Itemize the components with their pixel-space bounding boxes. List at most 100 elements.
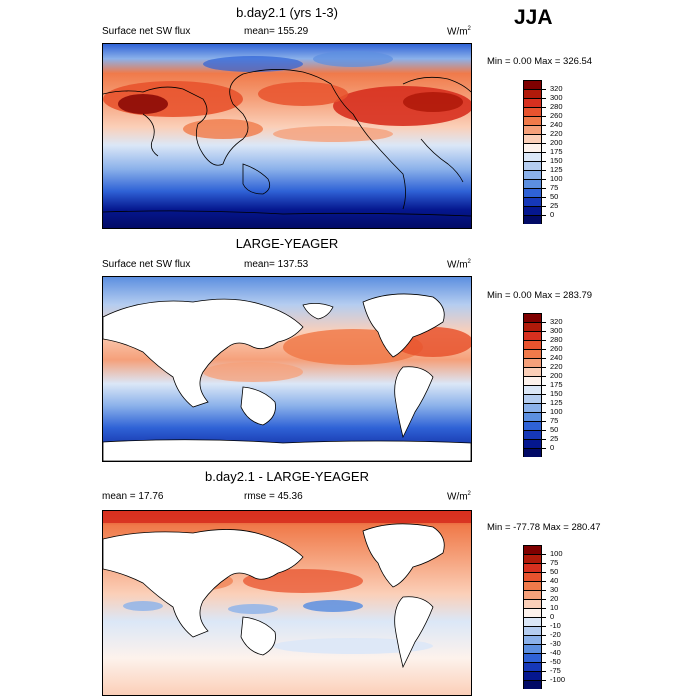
colorbar-tick-label: 240 bbox=[550, 353, 563, 362]
colorbar-swatch bbox=[523, 599, 542, 608]
panel2-colorbar: 320 300 280 260 240 220 200 175 150 125 100 75 50 25 0 bbox=[523, 313, 563, 457]
panel1-title: b.day2.1 (yrs 1-3) bbox=[236, 5, 338, 20]
colorbar-tick-label: 320 bbox=[550, 317, 563, 326]
colorbar-tick-label: 175 bbox=[550, 380, 563, 389]
colorbar-tickmark bbox=[542, 197, 546, 198]
panel1-map bbox=[102, 43, 472, 229]
colorbar-swatch bbox=[523, 626, 542, 635]
colorbar-tickmark bbox=[542, 206, 546, 207]
colorbar-swatch bbox=[523, 89, 542, 98]
colorbar-swatch bbox=[523, 340, 542, 349]
colorbar-tickmark bbox=[542, 581, 546, 582]
colorbar-tickmark bbox=[542, 590, 546, 591]
panel1-left-label: Surface net SW flux bbox=[102, 26, 191, 37]
colorbar-tickmark bbox=[542, 653, 546, 654]
colorbar-tick-label: 75 bbox=[550, 416, 559, 425]
colorbar-tickmark bbox=[542, 358, 546, 359]
colorbar-tick-label: 10 bbox=[550, 603, 559, 612]
colorbar-tick-label: 260 bbox=[550, 344, 563, 353]
colorbar-tick-label: 280 bbox=[550, 335, 563, 344]
colorbar-swatch bbox=[523, 143, 542, 152]
colorbar-tick-label: 240 bbox=[550, 120, 563, 129]
colorbar-tickmark bbox=[542, 98, 546, 99]
colorbar-tick-label: 100 bbox=[550, 549, 563, 558]
colorbar-tickmark bbox=[542, 170, 546, 171]
colorbar-swatch bbox=[523, 188, 542, 197]
colorbar-tickmark bbox=[542, 107, 546, 108]
colorbar-swatch bbox=[523, 545, 542, 554]
colorbar-tickmark bbox=[542, 412, 546, 413]
colorbar-tick-label: 260 bbox=[550, 111, 563, 120]
panel1-colorbar: 320 300 280 260 240 220 200 175 150 125 100 75 50 25 0 bbox=[523, 80, 563, 224]
colorbar-tick-label: 220 bbox=[550, 362, 563, 371]
colorbar-swatch bbox=[523, 403, 542, 412]
colorbar-swatch bbox=[523, 179, 542, 188]
colorbar-tick-label: 75 bbox=[550, 558, 559, 567]
colorbar-tickmark bbox=[542, 430, 546, 431]
colorbar-tick-label: -10 bbox=[550, 621, 561, 630]
colorbar-swatch bbox=[523, 448, 542, 457]
colorbar-swatch bbox=[523, 358, 542, 367]
colorbar-tick-label: -30 bbox=[550, 639, 561, 648]
colorbar-tick-label: 280 bbox=[550, 102, 563, 111]
colorbar-tickmark bbox=[542, 322, 546, 323]
colorbar-tick-label: 100 bbox=[550, 407, 563, 416]
colorbar-tickmark bbox=[542, 608, 546, 609]
colorbar-swatch bbox=[523, 206, 542, 215]
colorbar-tickmark bbox=[542, 421, 546, 422]
colorbar-tick-label: 125 bbox=[550, 165, 563, 174]
colorbar-tickmark bbox=[542, 349, 546, 350]
colorbar-swatch bbox=[523, 644, 542, 653]
panel2-center-label: mean= 137.53 bbox=[244, 259, 309, 270]
colorbar-swatch bbox=[523, 367, 542, 376]
colorbar-swatch bbox=[523, 313, 542, 322]
colorbar-tick-label: -20 bbox=[550, 630, 561, 639]
colorbar-tick-label: 150 bbox=[550, 389, 563, 398]
colorbar-tickmark bbox=[542, 134, 546, 135]
colorbar-swatch bbox=[523, 680, 542, 689]
season-label: JJA bbox=[514, 6, 553, 29]
colorbar-swatch bbox=[523, 635, 542, 644]
colorbar-tick-label: 200 bbox=[550, 371, 563, 380]
colorbar-tickmark bbox=[542, 617, 546, 618]
colorbar-swatch bbox=[523, 161, 542, 170]
panel2-left-label: Surface net SW flux bbox=[102, 259, 191, 270]
colorbar-swatch bbox=[523, 349, 542, 358]
panel2-field bbox=[103, 277, 471, 461]
colorbar-tickmark bbox=[542, 626, 546, 627]
panel2-title: LARGE-YEAGER bbox=[235, 236, 339, 251]
colorbar-swatch bbox=[523, 215, 542, 224]
colorbar-swatch bbox=[523, 572, 542, 581]
colorbar-swatch bbox=[523, 653, 542, 662]
panel2-map bbox=[102, 276, 472, 462]
colorbar-tickmark bbox=[542, 340, 546, 341]
colorbar-tickmark bbox=[542, 403, 546, 404]
panel2-minmax: Min = 0.00 Max = 283.79 bbox=[487, 290, 593, 301]
colorbar-swatch bbox=[523, 671, 542, 680]
colorbar-tickmark bbox=[542, 662, 546, 663]
colorbar-tick-label: -40 bbox=[550, 648, 561, 657]
colorbar-tick-label: 25 bbox=[550, 434, 559, 443]
colorbar-tick-label: -50 bbox=[550, 657, 561, 666]
colorbar-tickmark bbox=[542, 394, 546, 395]
colorbar-swatch bbox=[523, 331, 542, 340]
colorbar-tick-label: 300 bbox=[550, 93, 563, 102]
colorbar-swatch bbox=[523, 376, 542, 385]
colorbar-tick-label: 125 bbox=[550, 398, 563, 407]
colorbar-swatch bbox=[523, 554, 542, 563]
colorbar-tickmark bbox=[542, 188, 546, 189]
colorbar-tick-label: -75 bbox=[550, 666, 561, 675]
colorbar-tick-label: 25 bbox=[550, 201, 559, 210]
colorbar-tickmark bbox=[542, 161, 546, 162]
colorbar-tickmark bbox=[542, 635, 546, 636]
colorbar-tick-label: -100 bbox=[550, 675, 566, 684]
colorbar-tick-label: 75 bbox=[550, 183, 559, 192]
colorbar-tick-label: 50 bbox=[550, 425, 559, 434]
colorbar-tickmark bbox=[542, 125, 546, 126]
colorbar-tickmark bbox=[542, 367, 546, 368]
colorbar-swatch bbox=[523, 134, 542, 143]
colorbar-swatch bbox=[523, 152, 542, 161]
colorbar-tick-label: 300 bbox=[550, 326, 563, 335]
colorbar-swatch bbox=[523, 412, 542, 421]
colorbar-tickmark bbox=[542, 89, 546, 90]
